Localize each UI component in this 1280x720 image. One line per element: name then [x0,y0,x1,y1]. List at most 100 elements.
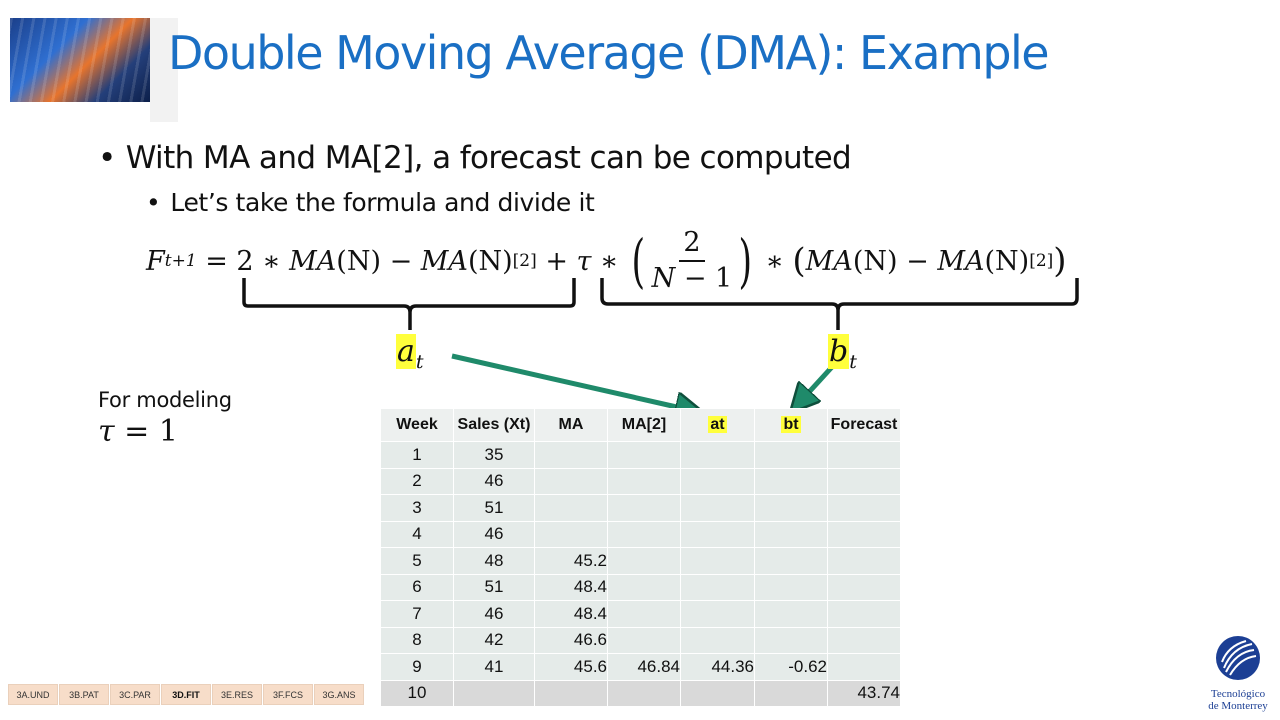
cell-ma [534,679,608,707]
cell-sales: 42 [453,626,535,654]
cell-bt [754,679,828,707]
cell-ma: 45.6 [534,653,608,681]
bullet-dot-icon: • [146,188,161,217]
nav-tab-3c[interactable]: 3C.PAR [110,684,160,705]
cell-at: 44.36 [680,653,755,681]
table-row: 6 51 48.4 [380,573,901,601]
fraction-denominator: N − 1 [652,262,733,296]
cell-bt [754,573,828,601]
label-a-t: at [396,334,424,373]
nav-tab-3g[interactable]: 3G.ANS [314,684,364,705]
cell-ma [534,441,608,469]
cell-week: 7 [380,600,454,628]
cell-sales: 46 [453,520,535,548]
formula-times-2: ∗ [756,245,793,277]
cell-ma: 48.4 [534,600,608,628]
header-image [10,18,150,102]
cell-ma [534,494,608,522]
paren-left-icon: ( [631,227,646,295]
cell-bt [754,626,828,654]
cell-forecast [827,573,901,601]
cell-week: 10 [380,679,454,707]
cell-at [680,600,755,628]
bullet-dot-icon: • [98,140,116,176]
formula-eq: = 2 ∗ [196,245,290,277]
cell-at [680,626,755,654]
cell-at [680,441,755,469]
brace-a-icon [242,278,576,330]
header-ma2: MA[2] [607,408,681,442]
cell-forecast [827,494,901,522]
formula-sub-2a: [2] [512,251,537,271]
header-forecast: Forecast [827,408,901,442]
cell-forecast [827,626,901,654]
nav-tab-3d[interactable]: 3D.FIT [161,684,211,705]
tau-equation: τ = 1 [98,414,178,449]
paren-right-icon: ) [738,227,753,295]
cell-ma2 [607,547,681,575]
cell-bt: -0.62 [754,653,828,681]
cell-week: 5 [380,547,454,575]
cell-sales: 46 [453,600,535,628]
slide-title: Double Moving Average (DMA): Example [168,26,1050,80]
nav-tab-3f[interactable]: 3F.FCS [263,684,313,705]
header-at-text: at [708,416,727,433]
cell-forecast [827,600,901,628]
cell-at [680,679,755,707]
cell-bt [754,441,828,469]
formula-ma-2: MA [420,245,468,277]
cell-ma2 [607,494,681,522]
brand-line-1: Tecnológico [1210,688,1266,700]
formula-minus-2: − [897,245,938,277]
cell-week: 3 [380,494,454,522]
header-ma: MA [534,408,608,442]
formula-n-3: (N) [852,245,898,277]
cell-sales: 46 [453,467,535,495]
formula-n-4: (N) [984,245,1030,277]
tau-value: = 1 [114,414,178,449]
formula-n-2: (N) [467,245,513,277]
cell-week: 9 [380,653,454,681]
nav-tab-3b[interactable]: 3B.PAT [59,684,109,705]
formula-minus-1: − [380,245,421,277]
modeling-text: For modeling [98,388,232,412]
cell-bt [754,547,828,575]
header-week: Week [380,408,454,442]
cell-ma2 [607,600,681,628]
dma-table: Week Sales (Xt) MA MA[2] at bt Forecast … [380,408,901,707]
cell-bt [754,520,828,548]
cell-forecast [827,467,901,495]
table-row: 4 46 [380,520,901,548]
header-image-shadow [150,18,178,122]
cell-at [680,520,755,548]
table-row: 2 46 [380,467,901,495]
cell-ma: 48.4 [534,573,608,601]
header-bt-text: bt [781,416,801,433]
table-row: 9 41 45.6 46.84 44.36 -0.62 [380,653,901,681]
cell-bt [754,600,828,628]
cell-week: 6 [380,573,454,601]
table-row: 5 48 45.2 [380,547,901,575]
cell-ma: 45.2 [534,547,608,575]
formula-plus: + [536,245,577,277]
cell-ma [534,520,608,548]
cell-ma2 [607,441,681,469]
formula-n-1: (N) [336,245,381,277]
cell-at [680,467,755,495]
cell-ma2 [607,679,681,707]
table-row: 8 42 46.6 [380,626,901,654]
bullet-1-text: With MA and MA[2], a forecast can be com… [125,140,852,176]
cell-forecast [827,547,901,575]
nav-tab-3a[interactable]: 3A.UND [8,684,58,705]
paren-open-2-icon: ( [792,241,806,281]
tau-symbol: τ [98,414,115,449]
nav-tab-3e[interactable]: 3E.RES [212,684,262,705]
cell-week: 4 [380,520,454,548]
cell-ma2: 46.84 [607,653,681,681]
cell-at [680,573,755,601]
label-b-t: bt [828,334,857,373]
bullet-2: • Let’s take the formula and divide it [146,188,595,217]
cell-ma2 [607,520,681,548]
formula-tau: τ [576,245,592,277]
